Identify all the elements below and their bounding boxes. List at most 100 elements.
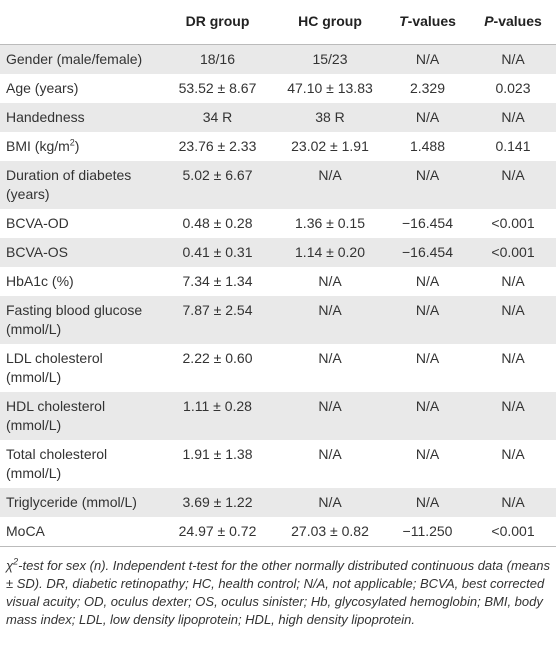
row-label: MoCA bbox=[0, 517, 160, 547]
text-part: -values bbox=[493, 13, 542, 29]
cell-text: N/A bbox=[415, 446, 440, 462]
row-label: BCVA-OD bbox=[0, 209, 160, 238]
header-cell: T-values bbox=[385, 0, 470, 45]
table-body: Gender (male/female) 18/16 15/23 N/A N/A Age … bbox=[0, 44, 556, 547]
cell-text: N/A bbox=[415, 494, 440, 510]
cell: N/A bbox=[385, 44, 470, 74]
cell-text: HbA1c (%) bbox=[6, 273, 74, 289]
cell: N/A bbox=[275, 440, 385, 488]
cell: 23.02 ± 1.91 bbox=[275, 132, 385, 161]
cell: N/A bbox=[385, 296, 470, 344]
cell: 53.52 ± 8.67 bbox=[160, 74, 275, 103]
table-row: Age (years) 53.52 ± 8.67 47.10 ± 13.83 2.32… bbox=[0, 74, 556, 103]
header-cell bbox=[0, 0, 160, 45]
cell: 0.41 ± 0.31 bbox=[160, 238, 275, 267]
cell: −11.250 bbox=[385, 517, 470, 547]
cell: N/A bbox=[275, 488, 385, 517]
cell: 47.10 ± 13.83 bbox=[275, 74, 385, 103]
cell-text: N/A bbox=[415, 109, 440, 125]
text-part: P bbox=[484, 13, 494, 29]
row-label: BCVA-OS bbox=[0, 238, 160, 267]
cell-text: N/A bbox=[501, 273, 525, 289]
cell: N/A bbox=[385, 267, 470, 296]
cell-text: 1.91 ± 1.38 bbox=[182, 446, 253, 462]
superscript: 2 bbox=[13, 556, 19, 567]
table-row: HbA1c (%) 7.34 ± 1.34 N/A N/A N/A bbox=[0, 267, 556, 296]
header-cell: P-values bbox=[470, 0, 556, 45]
text-part: ) bbox=[74, 138, 80, 154]
cell: 2.329 bbox=[385, 74, 470, 103]
cell: N/A bbox=[470, 44, 556, 74]
cell: N/A bbox=[385, 161, 470, 209]
cell: 24.97 ± 0.72 bbox=[160, 517, 275, 547]
cell-text: Triglyceride (mmol/L) bbox=[6, 494, 137, 510]
cell-text: Fasting blood glucose (mmol/L) bbox=[6, 302, 143, 337]
cell-text: N/A bbox=[318, 273, 342, 289]
cell-text: HC group bbox=[298, 13, 362, 29]
cell-text: 23.76 ± 2.33 bbox=[178, 138, 257, 154]
footnote: χ2-test for sex (n). Independent t-test … bbox=[0, 547, 556, 639]
row-label: Total cholesterol (mmol/L) bbox=[0, 440, 160, 488]
cell-text: 27.03 ± 0.82 bbox=[291, 523, 369, 539]
header-cell: DR group bbox=[160, 0, 275, 45]
data-table: DR group HC group T-values P-values Gender … bbox=[0, 0, 556, 547]
cell-text: N/A bbox=[318, 302, 342, 318]
cell: N/A bbox=[470, 344, 556, 392]
cell-text: <0.001 bbox=[491, 244, 535, 260]
cell: <0.001 bbox=[470, 517, 556, 547]
cell-text: −16.454 bbox=[402, 244, 453, 260]
cell-text: 5.02 ± 6.67 bbox=[182, 167, 253, 183]
text-part: χ bbox=[6, 558, 14, 573]
table-row: BMI (kg/m2) 23.76 ± 2.33 23.02 ± 1.91 1.488… bbox=[0, 132, 556, 161]
cell: 23.76 ± 2.33 bbox=[160, 132, 275, 161]
row-label: BMI (kg/m2) bbox=[0, 132, 160, 161]
cell: N/A bbox=[385, 488, 470, 517]
cell: N/A bbox=[470, 440, 556, 488]
cell-text: N/A bbox=[415, 350, 440, 366]
table-row: BCVA-OD 0.48 ± 0.28 1.36 ± 0.15 −16.454 <0.0… bbox=[0, 209, 556, 238]
cell: 0.141 bbox=[470, 132, 556, 161]
cell-text: BCVA-OS bbox=[6, 244, 68, 260]
table-row: Fasting blood glucose (mmol/L) 7.87 ± 2.5… bbox=[0, 296, 556, 344]
cell-text: −16.454 bbox=[402, 215, 453, 231]
cell: 1.14 ± 0.20 bbox=[275, 238, 385, 267]
cell-text: Age (years) bbox=[6, 80, 79, 96]
cell-text: LDL cholesterol (mmol/L) bbox=[6, 350, 103, 385]
cell-text: N/A bbox=[318, 350, 342, 366]
cell: 3.69 ± 1.22 bbox=[160, 488, 275, 517]
cell-text: BCVA-OD bbox=[6, 215, 69, 231]
cell-text: −11.250 bbox=[402, 523, 453, 539]
cell-text: 1.11 ± 0.28 bbox=[183, 398, 252, 414]
table-row: Total cholesterol (mmol/L) 1.91 ± 1.38 N/A… bbox=[0, 440, 556, 488]
cell-text: 3.69 ± 1.22 bbox=[182, 494, 253, 510]
cell: 18/16 bbox=[160, 44, 275, 74]
row-label: Handedness bbox=[0, 103, 160, 132]
cell-text: N/A bbox=[318, 167, 342, 183]
cell: 27.03 ± 0.82 bbox=[275, 517, 385, 547]
cell: <0.001 bbox=[470, 209, 556, 238]
row-label: Gender (male/female) bbox=[0, 44, 160, 74]
cell: 34 R bbox=[160, 103, 275, 132]
cell: N/A bbox=[275, 344, 385, 392]
table-row: BCVA-OS 0.41 ± 0.31 1.14 ± 0.20 −16.454 <0.0… bbox=[0, 238, 556, 267]
cell-text: 2.22 ± 0.60 bbox=[182, 350, 253, 366]
cell: 0.48 ± 0.28 bbox=[160, 209, 275, 238]
cell: N/A bbox=[385, 103, 470, 132]
cell-text: 0.41 ± 0.31 bbox=[182, 244, 253, 260]
row-label: Triglyceride (mmol/L) bbox=[0, 488, 160, 517]
cell-text: 7.87 ± 2.54 bbox=[182, 302, 253, 318]
text-part: -test for sex (n). Independent t-test fo… bbox=[6, 558, 550, 627]
superscript: 2 bbox=[69, 137, 75, 148]
cell-text: 38 R bbox=[315, 109, 345, 125]
cell-text: N/A bbox=[501, 51, 525, 67]
cell: 15/23 bbox=[275, 44, 385, 74]
text-part: BMI (kg/m bbox=[6, 138, 70, 154]
cell: N/A bbox=[470, 103, 556, 132]
cell: N/A bbox=[385, 344, 470, 392]
cell-text: N/A bbox=[501, 446, 525, 462]
cell-text: N/A bbox=[415, 273, 440, 289]
table-row: HDL cholesterol (mmol/L) 1.11 ± 0.28 N/A N/… bbox=[0, 392, 556, 440]
text-part: -values bbox=[407, 13, 456, 29]
cell-text: Gender (male/female) bbox=[6, 51, 143, 67]
